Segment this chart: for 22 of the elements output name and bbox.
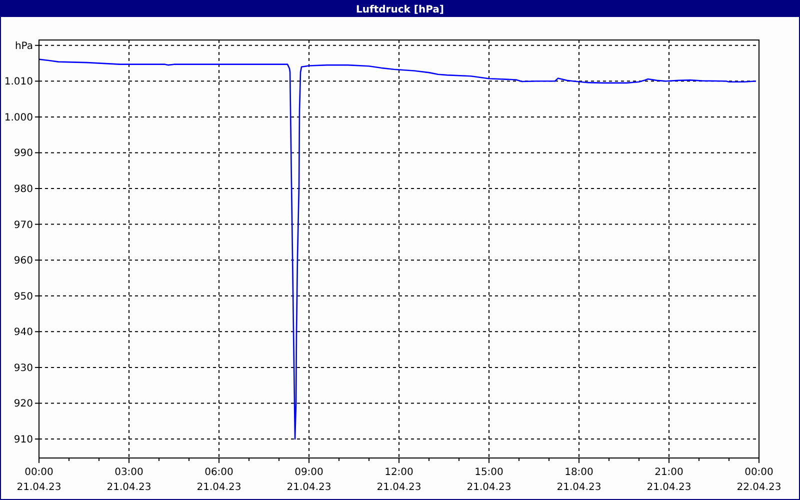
x-tick-label: 03:00 21.04.23 [106, 467, 152, 493]
x-tick-label: 15:00 21.04.23 [466, 467, 512, 493]
y-tick-label: 930 [14, 362, 33, 374]
x-tick-label: 21:00 21.04.23 [646, 467, 692, 493]
y-tick-label: 950 [14, 291, 33, 302]
y-tick-label: hPa [14, 40, 33, 52]
y-tick-label: 980 [14, 184, 33, 196]
y-tick-label: 910 [14, 434, 33, 446]
y-tick-label: 940 [14, 327, 33, 338]
chart-title: Luftdruck [hPa] [356, 4, 444, 16]
y-tick-label: 1.010 [4, 76, 33, 88]
x-tick-label: 18:00 21.04.23 [556, 467, 602, 493]
x-tick-label: 00:00 22.04.23 [736, 467, 782, 493]
x-tick-label: 09:00 21.04.23 [286, 467, 332, 493]
x-tick-label: 00:00 21.04.23 [16, 467, 62, 493]
y-tick-label: 1.000 [4, 112, 33, 124]
y-tick-label: 960 [14, 256, 33, 267]
x-tick-label: 12:00 21.04.23 [376, 467, 422, 493]
y-tick-label: 920 [14, 398, 33, 410]
y-tick-label: 990 [14, 148, 33, 160]
y-tick-label: 970 [14, 220, 33, 231]
x-tick-label: 06:00 21.04.23 [196, 467, 242, 493]
